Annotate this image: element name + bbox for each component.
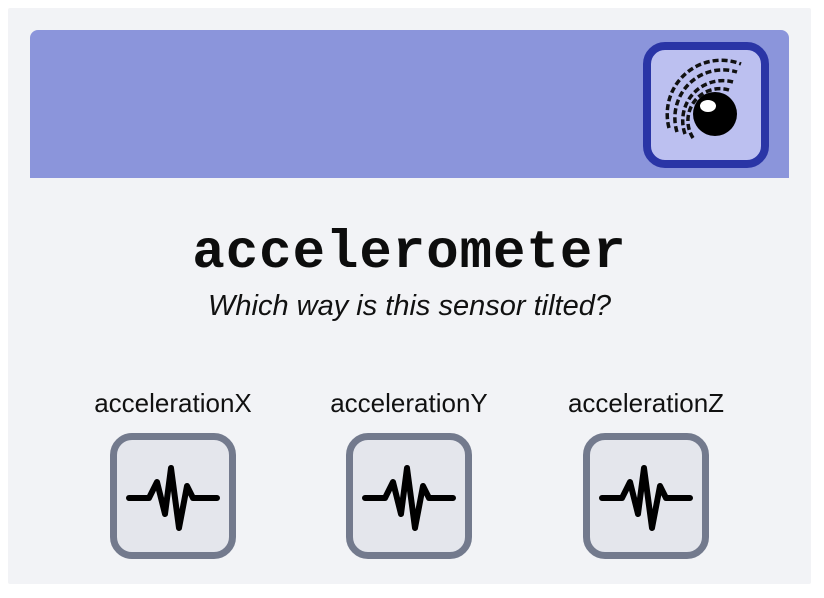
sensor-tile[interactable]	[643, 42, 769, 168]
block-tile[interactable]	[583, 433, 709, 559]
block-acceleration-z[interactable]: accelerationZ	[551, 388, 741, 568]
block-label: accelerationY	[330, 388, 488, 418]
block-label: accelerationX	[94, 388, 252, 418]
header-band	[30, 30, 789, 178]
page-title: accelerometer	[192, 223, 627, 284]
sensor-card: accelerometer Which way is this sensor t…	[8, 8, 811, 584]
accelerometer-sensor-icon	[665, 58, 742, 139]
waveform-icon	[599, 465, 693, 531]
waveform-icon	[362, 465, 456, 531]
page-subtitle: Which way is this sensor tilted?	[208, 290, 611, 322]
waveform-icon	[126, 465, 220, 531]
block-tile[interactable]	[346, 433, 472, 559]
block-label: accelerationZ	[567, 388, 725, 418]
block-acceleration-y[interactable]: accelerationY	[314, 388, 504, 568]
block-tile[interactable]	[110, 433, 236, 559]
block-acceleration-x[interactable]: accelerationX	[78, 388, 268, 568]
